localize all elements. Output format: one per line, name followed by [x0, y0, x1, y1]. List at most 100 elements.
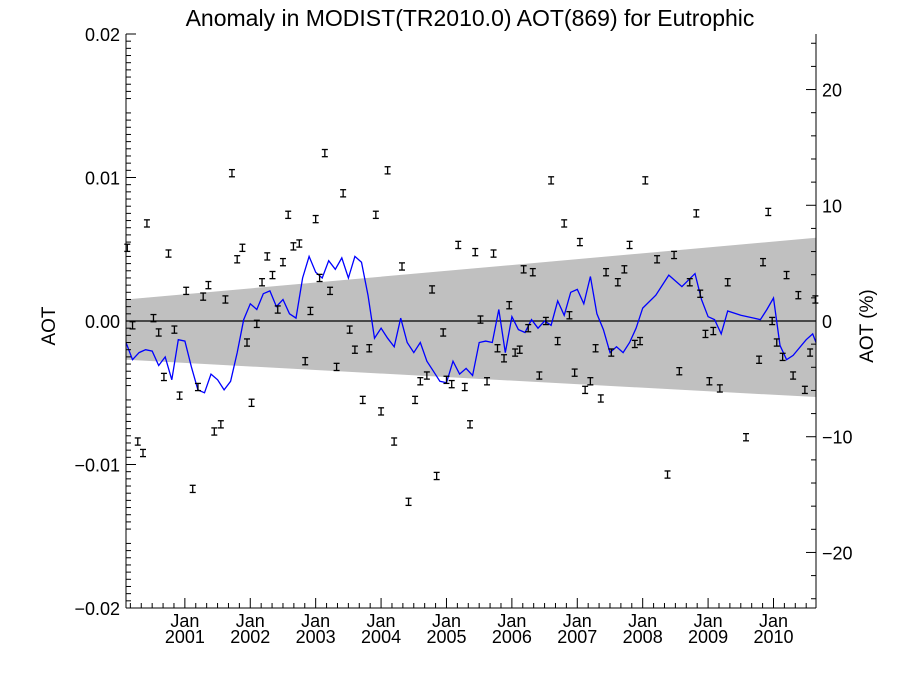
error-bar-point	[795, 290, 802, 300]
anomaly-line-series	[125, 254, 817, 394]
error-bar-point	[248, 398, 255, 408]
error-bar-point	[706, 377, 713, 386]
y-tick-label: 0.02	[85, 25, 120, 45]
error-bar-point	[155, 328, 162, 337]
error-bar-point	[472, 247, 479, 257]
x-tick-label-month: Jan	[170, 611, 199, 631]
error-bar-point	[296, 239, 303, 248]
error-bar-point	[134, 437, 141, 446]
error-bar-point	[259, 278, 266, 287]
error-bar-point	[405, 497, 412, 507]
error-bar-point	[351, 345, 358, 354]
error-bar-point	[477, 315, 484, 324]
error-bar-point	[631, 339, 638, 349]
error-bar-point	[516, 345, 523, 354]
y2-tick-label: 20	[822, 81, 842, 101]
error-bar-point	[433, 471, 440, 481]
error-bar-point	[327, 286, 334, 296]
error-bar-point	[429, 285, 436, 294]
error-bar-point	[592, 344, 599, 353]
error-bar-point	[359, 395, 366, 405]
error-bar-point	[671, 250, 678, 260]
error-bar-point	[587, 377, 594, 386]
error-bar-point	[290, 242, 297, 251]
error-bar-point	[316, 273, 323, 283]
error-bar-point	[501, 354, 508, 363]
error-bar-point	[608, 348, 615, 357]
error-bar-point	[790, 371, 797, 380]
error-bar-point	[253, 319, 260, 329]
error-bar-point	[743, 432, 750, 442]
y-tick-label: 0.00	[85, 312, 120, 332]
band-area	[126, 237, 816, 398]
x-tick-label-year: 2007	[557, 627, 597, 647]
error-bar-point	[801, 385, 808, 395]
y2-tick-label: 10	[822, 196, 842, 216]
error-bar-point	[554, 336, 561, 346]
error-bar-point	[664, 470, 671, 479]
error-bar-point	[455, 240, 462, 250]
error-bar-point	[211, 427, 218, 436]
error-bar-point	[756, 355, 763, 364]
y2-tick-label: −20	[822, 543, 853, 563]
error-bar-point	[654, 255, 661, 264]
error-bar-point	[205, 280, 212, 290]
x-tick-label-month: Jan	[367, 611, 396, 631]
error-bar-point	[484, 377, 491, 386]
error-bar-point	[490, 249, 497, 258]
error-bar-point	[506, 300, 513, 310]
error-bar-point	[228, 168, 235, 178]
error-bar-point	[171, 325, 178, 334]
error-bar-point	[243, 338, 250, 347]
error-bar-point	[264, 252, 271, 261]
error-bar-point	[773, 338, 780, 347]
x-tick-label-year: 2010	[753, 627, 793, 647]
error-bar-point	[710, 326, 717, 336]
error-bar-point	[697, 289, 704, 298]
y2-tick-label: −10	[822, 428, 853, 448]
y-tick-label: 0.01	[85, 169, 120, 189]
error-bar-point	[536, 371, 543, 380]
error-bar-point	[200, 292, 207, 301]
error-bar-point	[702, 329, 709, 339]
error-bar-point	[189, 484, 196, 494]
error-bar-point	[614, 278, 621, 287]
x-tick-label-month: Jan	[301, 611, 330, 631]
x-tick-label-month: Jan	[694, 611, 723, 631]
x-tick-label-month: Jan	[236, 611, 265, 631]
error-bar-point	[765, 207, 772, 217]
error-bar-point	[440, 328, 447, 337]
error-bar-point	[561, 219, 568, 228]
error-bar-point	[312, 214, 319, 224]
error-bar-point	[512, 348, 519, 357]
error-bar-point	[417, 377, 424, 386]
error-bar-point	[760, 257, 767, 267]
error-bar-point	[307, 306, 314, 316]
x-tick-label-year: 2006	[492, 627, 532, 647]
y-tick-label: −0.01	[74, 456, 120, 476]
x-tick-label-year: 2008	[623, 627, 663, 647]
x-tick-label-year: 2002	[230, 627, 270, 647]
error-bar-point	[340, 189, 347, 198]
error-bar-point	[494, 344, 501, 353]
error-bar-point	[423, 371, 430, 380]
error-bar-point	[143, 219, 150, 228]
error-bar-point	[234, 255, 241, 264]
error-bar-point	[384, 166, 391, 175]
error-bar-point	[165, 249, 172, 258]
error-bar-point	[222, 295, 229, 304]
x-tick-label-month: Jan	[497, 611, 526, 631]
error-bar-point	[399, 262, 405, 271]
x-tick-label-month: Jan	[759, 611, 788, 631]
error-bar-point	[783, 270, 790, 280]
error-bar-point	[637, 336, 644, 346]
error-bar-point	[217, 420, 224, 429]
error-bar-point	[769, 316, 776, 326]
error-bar-point	[529, 267, 536, 277]
error-bar-point	[160, 372, 167, 382]
x-tick-label-month: Jan	[628, 611, 657, 631]
error-bar-point	[302, 356, 309, 366]
error-bar-point	[642, 176, 649, 185]
error-bar-point	[626, 240, 633, 250]
error-bar-point	[391, 437, 398, 446]
